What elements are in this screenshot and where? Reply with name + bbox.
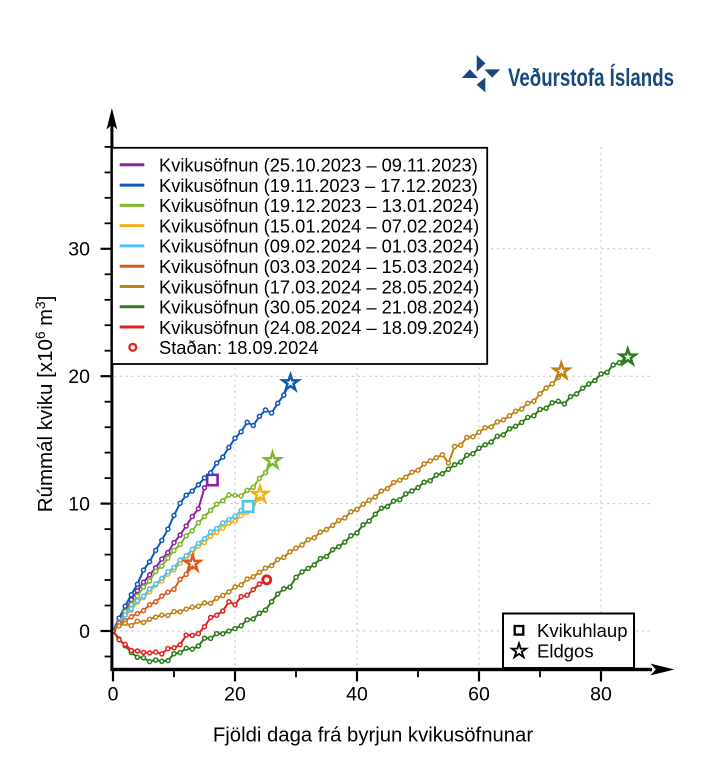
svg-text:Kvikusöfnun (19.12.2023 – 13.0: Kvikusöfnun (19.12.2023 – 13.01.2024): [159, 195, 479, 216]
svg-text:Kvikusöfnun (24.08.2024 – 18.0: Kvikusöfnun (24.08.2024 – 18.09.2024): [159, 317, 479, 338]
svg-text:Kvikusöfnun (15.01.2024 – 07.0: Kvikusöfnun (15.01.2024 – 07.02.2024): [159, 215, 479, 236]
svg-text:10: 10: [68, 494, 90, 516]
svg-text:Kvikusöfnun (25.10.2023 – 09.1: Kvikusöfnun (25.10.2023 – 09.11.2023): [159, 155, 478, 176]
svg-text:Eldgos: Eldgos: [537, 641, 594, 662]
svg-text:Fjöldi daga frá byrjun kvikusö: Fjöldi daga frá byrjun kvikusöfnunar: [213, 725, 533, 747]
svg-text:40: 40: [346, 684, 368, 706]
svg-text:Staðan: 18.09.2024: Staðan: 18.09.2024: [159, 337, 319, 358]
svg-text:Kvikusöfnun (17.03.2024 – 28.0: Kvikusöfnun (17.03.2024 – 28.05.2024): [159, 276, 479, 297]
svg-text:Kvikusöfnun (03.03.2024 – 15.0: Kvikusöfnun (03.03.2024 – 15.03.2024): [159, 256, 479, 277]
svg-text:Kvikusöfnun (30.05.2024 – 21.0: Kvikusöfnun (30.05.2024 – 21.08.2024): [159, 297, 479, 318]
svg-text:20: 20: [68, 366, 90, 388]
svg-text:60: 60: [468, 684, 490, 706]
svg-text:Rúmmál kviku [x106 m3]: Rúmmál kviku [x106 m3]: [32, 296, 57, 513]
svg-text:Kvikusöfnun (09.02.2024 – 01.0: Kvikusöfnun (09.02.2024 – 01.03.2024): [159, 236, 479, 257]
svg-text:0: 0: [79, 621, 90, 643]
svg-text:30: 30: [68, 239, 90, 261]
svg-text:Kvikusöfnun (19.11.2023 – 17.1: Kvikusöfnun (19.11.2023 – 17.12.2023): [159, 175, 478, 196]
svg-text:20: 20: [224, 684, 246, 706]
svg-text:80: 80: [590, 684, 612, 706]
svg-text:Kvikuhlaup: Kvikuhlaup: [537, 620, 628, 641]
svg-text:Veðurstofa Íslands: Veðurstofa Íslands: [508, 63, 674, 92]
svg-text:0: 0: [108, 684, 119, 706]
